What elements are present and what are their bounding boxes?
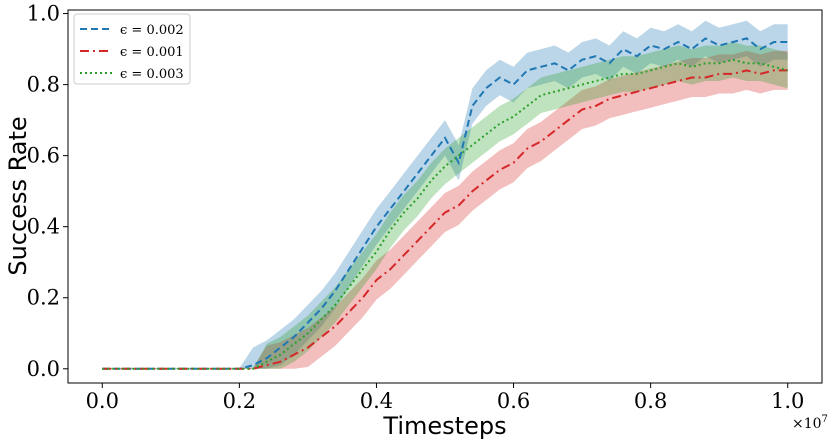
y-tick-label: 1.0 xyxy=(27,2,60,26)
series-lines xyxy=(102,37,788,370)
legend-label-2: ϵ = 0.001 xyxy=(120,45,184,60)
x-tick-label: 0.8 xyxy=(634,389,667,413)
x-axis-multiplier: ×107 xyxy=(792,414,828,432)
y-tick-label: 0.2 xyxy=(27,286,60,310)
x-axis-ticks: 0.0 0.2 0.4 0.6 0.8 1.0 xyxy=(86,383,804,413)
line-series-3 xyxy=(102,58,788,370)
legend-label-1: ϵ = 0.002 xyxy=(120,23,184,38)
band-series-2 xyxy=(102,50,788,369)
x-tick-label: 1.0 xyxy=(771,389,804,413)
line-series-2 xyxy=(102,69,788,370)
x-tick-label: 0.6 xyxy=(497,389,530,413)
y-tick-label: 0.8 xyxy=(27,73,60,97)
confidence-bands xyxy=(102,20,788,369)
x-tick-label: 0.0 xyxy=(86,389,119,413)
line-series-1 xyxy=(102,37,788,370)
x-axis-title: Timesteps xyxy=(382,412,506,440)
y-tick-label: 0.0 xyxy=(27,357,60,381)
y-axis-ticks: 0.0 0.2 0.4 0.6 0.8 1.0 xyxy=(27,2,68,381)
x-tick-label: 0.4 xyxy=(360,389,393,413)
legend-label-3: ϵ = 0.003 xyxy=(120,67,184,82)
y-tick-label: 0.6 xyxy=(27,144,60,168)
x-tick-label: 0.2 xyxy=(223,389,256,413)
plot-frame xyxy=(67,9,823,384)
legend: ϵ = 0.002 ϵ = 0.001 ϵ = 0.003 xyxy=(73,13,191,85)
y-axis-title: Success Rate xyxy=(4,116,32,275)
legend-box xyxy=(73,13,191,85)
band-series-1 xyxy=(102,20,788,369)
y-tick-label: 0.4 xyxy=(27,215,60,239)
